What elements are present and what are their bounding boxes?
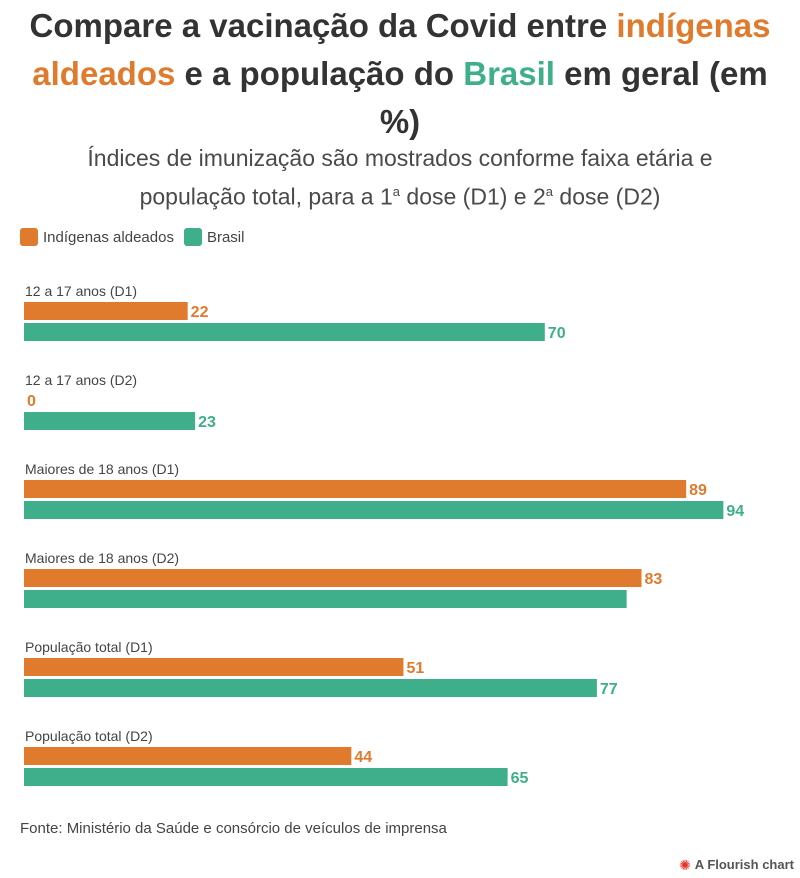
bar-indigenas[interactable] [24, 658, 404, 676]
bar-group: População total (D1) 51 77 [24, 639, 618, 698]
value-label-brasil: 77 [600, 681, 618, 698]
credit-label: A Flourish chart [694, 857, 794, 872]
flourish-credit[interactable]: ✺ A Flourish chart [679, 857, 794, 872]
legend-item-indigenas[interactable]: Indígenas aldeados [20, 228, 174, 246]
title-text-1: Compare a vacinação da Covid entre [29, 7, 617, 44]
flourish-logo-icon: ✺ [679, 856, 691, 873]
title-highlight-brasil: Brasil [463, 55, 555, 92]
category-label: Maiores de 18 anos (D1) [25, 461, 179, 477]
legend-label-indigenas: Indígenas aldeados [43, 228, 174, 246]
subtitle-text-1: Índices de imunização são mostrados conf… [87, 145, 713, 210]
value-label-indigenas: 44 [354, 749, 372, 766]
bar-group: Maiores de 18 anos (D2) 83 [24, 550, 662, 608]
title-text-2: e a população do [175, 55, 464, 92]
bar-group: 12 a 17 anos (D2) 0 23 [24, 372, 216, 431]
subtitle-superscript-2: a [545, 184, 554, 199]
subtitle-text-3: dose (D2) [553, 183, 661, 210]
category-label: População total (D2) [25, 728, 153, 744]
category-label: 12 a 17 anos (D2) [25, 372, 137, 388]
bar-group: 12 a 17 anos (D1) 22 70 [24, 283, 566, 342]
value-label-brasil: 94 [726, 503, 744, 520]
bar-indigenas[interactable] [24, 302, 188, 320]
title-highlight-indigenas: indígenas aldeados [32, 7, 771, 92]
chart-title: Compare a vacinação da Covid entre indíg… [10, 2, 790, 146]
subtitle-text-2: dose (D1) e 2 [400, 183, 546, 210]
value-label-indigenas: 51 [406, 660, 424, 677]
value-label-indigenas: 83 [645, 571, 663, 588]
legend-swatch-indigenas [20, 228, 38, 246]
value-label-indigenas: 22 [191, 304, 209, 321]
bar-brasil[interactable] [24, 412, 196, 430]
legend-label-brasil: Brasil [206, 228, 245, 246]
legend-item-brasil[interactable]: Brasil [183, 228, 245, 246]
value-label-indigenas: 89 [689, 482, 707, 499]
bar-group: População total (D2) 44 65 [24, 728, 528, 787]
subtitle-superscript-1: a [392, 184, 401, 199]
value-label-brasil: 70 [548, 325, 566, 342]
bar-indigenas[interactable] [24, 747, 352, 765]
value-label-brasil: 23 [198, 414, 216, 431]
value-label-indigenas: 0 [27, 393, 36, 410]
bar-brasil[interactable] [24, 679, 597, 697]
category-label: 12 a 17 anos (D1) [25, 283, 137, 299]
value-label-brasil: 65 [511, 770, 529, 787]
bar-indigenas[interactable] [24, 569, 642, 587]
legend-swatch-brasil [183, 228, 202, 246]
bar-brasil[interactable] [24, 323, 545, 341]
bar-indigenas[interactable] [24, 480, 687, 498]
category-label: Maiores de 18 anos (D2) [25, 550, 179, 566]
source-note: Fonte: Ministério da Saúde e consórcio d… [20, 820, 447, 837]
category-label: População total (D1) [25, 639, 153, 655]
bar-brasil[interactable] [24, 501, 724, 519]
title-text-3: em geral (em %) [379, 55, 768, 140]
bar-brasil[interactable] [24, 590, 627, 608]
legend: Indígenas aldeados Brasil [20, 226, 254, 248]
bar-brasil[interactable] [24, 768, 508, 786]
bar-group: Maiores de 18 anos (D1) 89 94 [24, 461, 744, 520]
bar-chart: 12 a 17 anos (D1) 22 70 12 a 17 anos (D2) 0 2… [24, 283, 744, 787]
chart-subtitle: Índices de imunização são mostrados conf… [40, 142, 760, 214]
